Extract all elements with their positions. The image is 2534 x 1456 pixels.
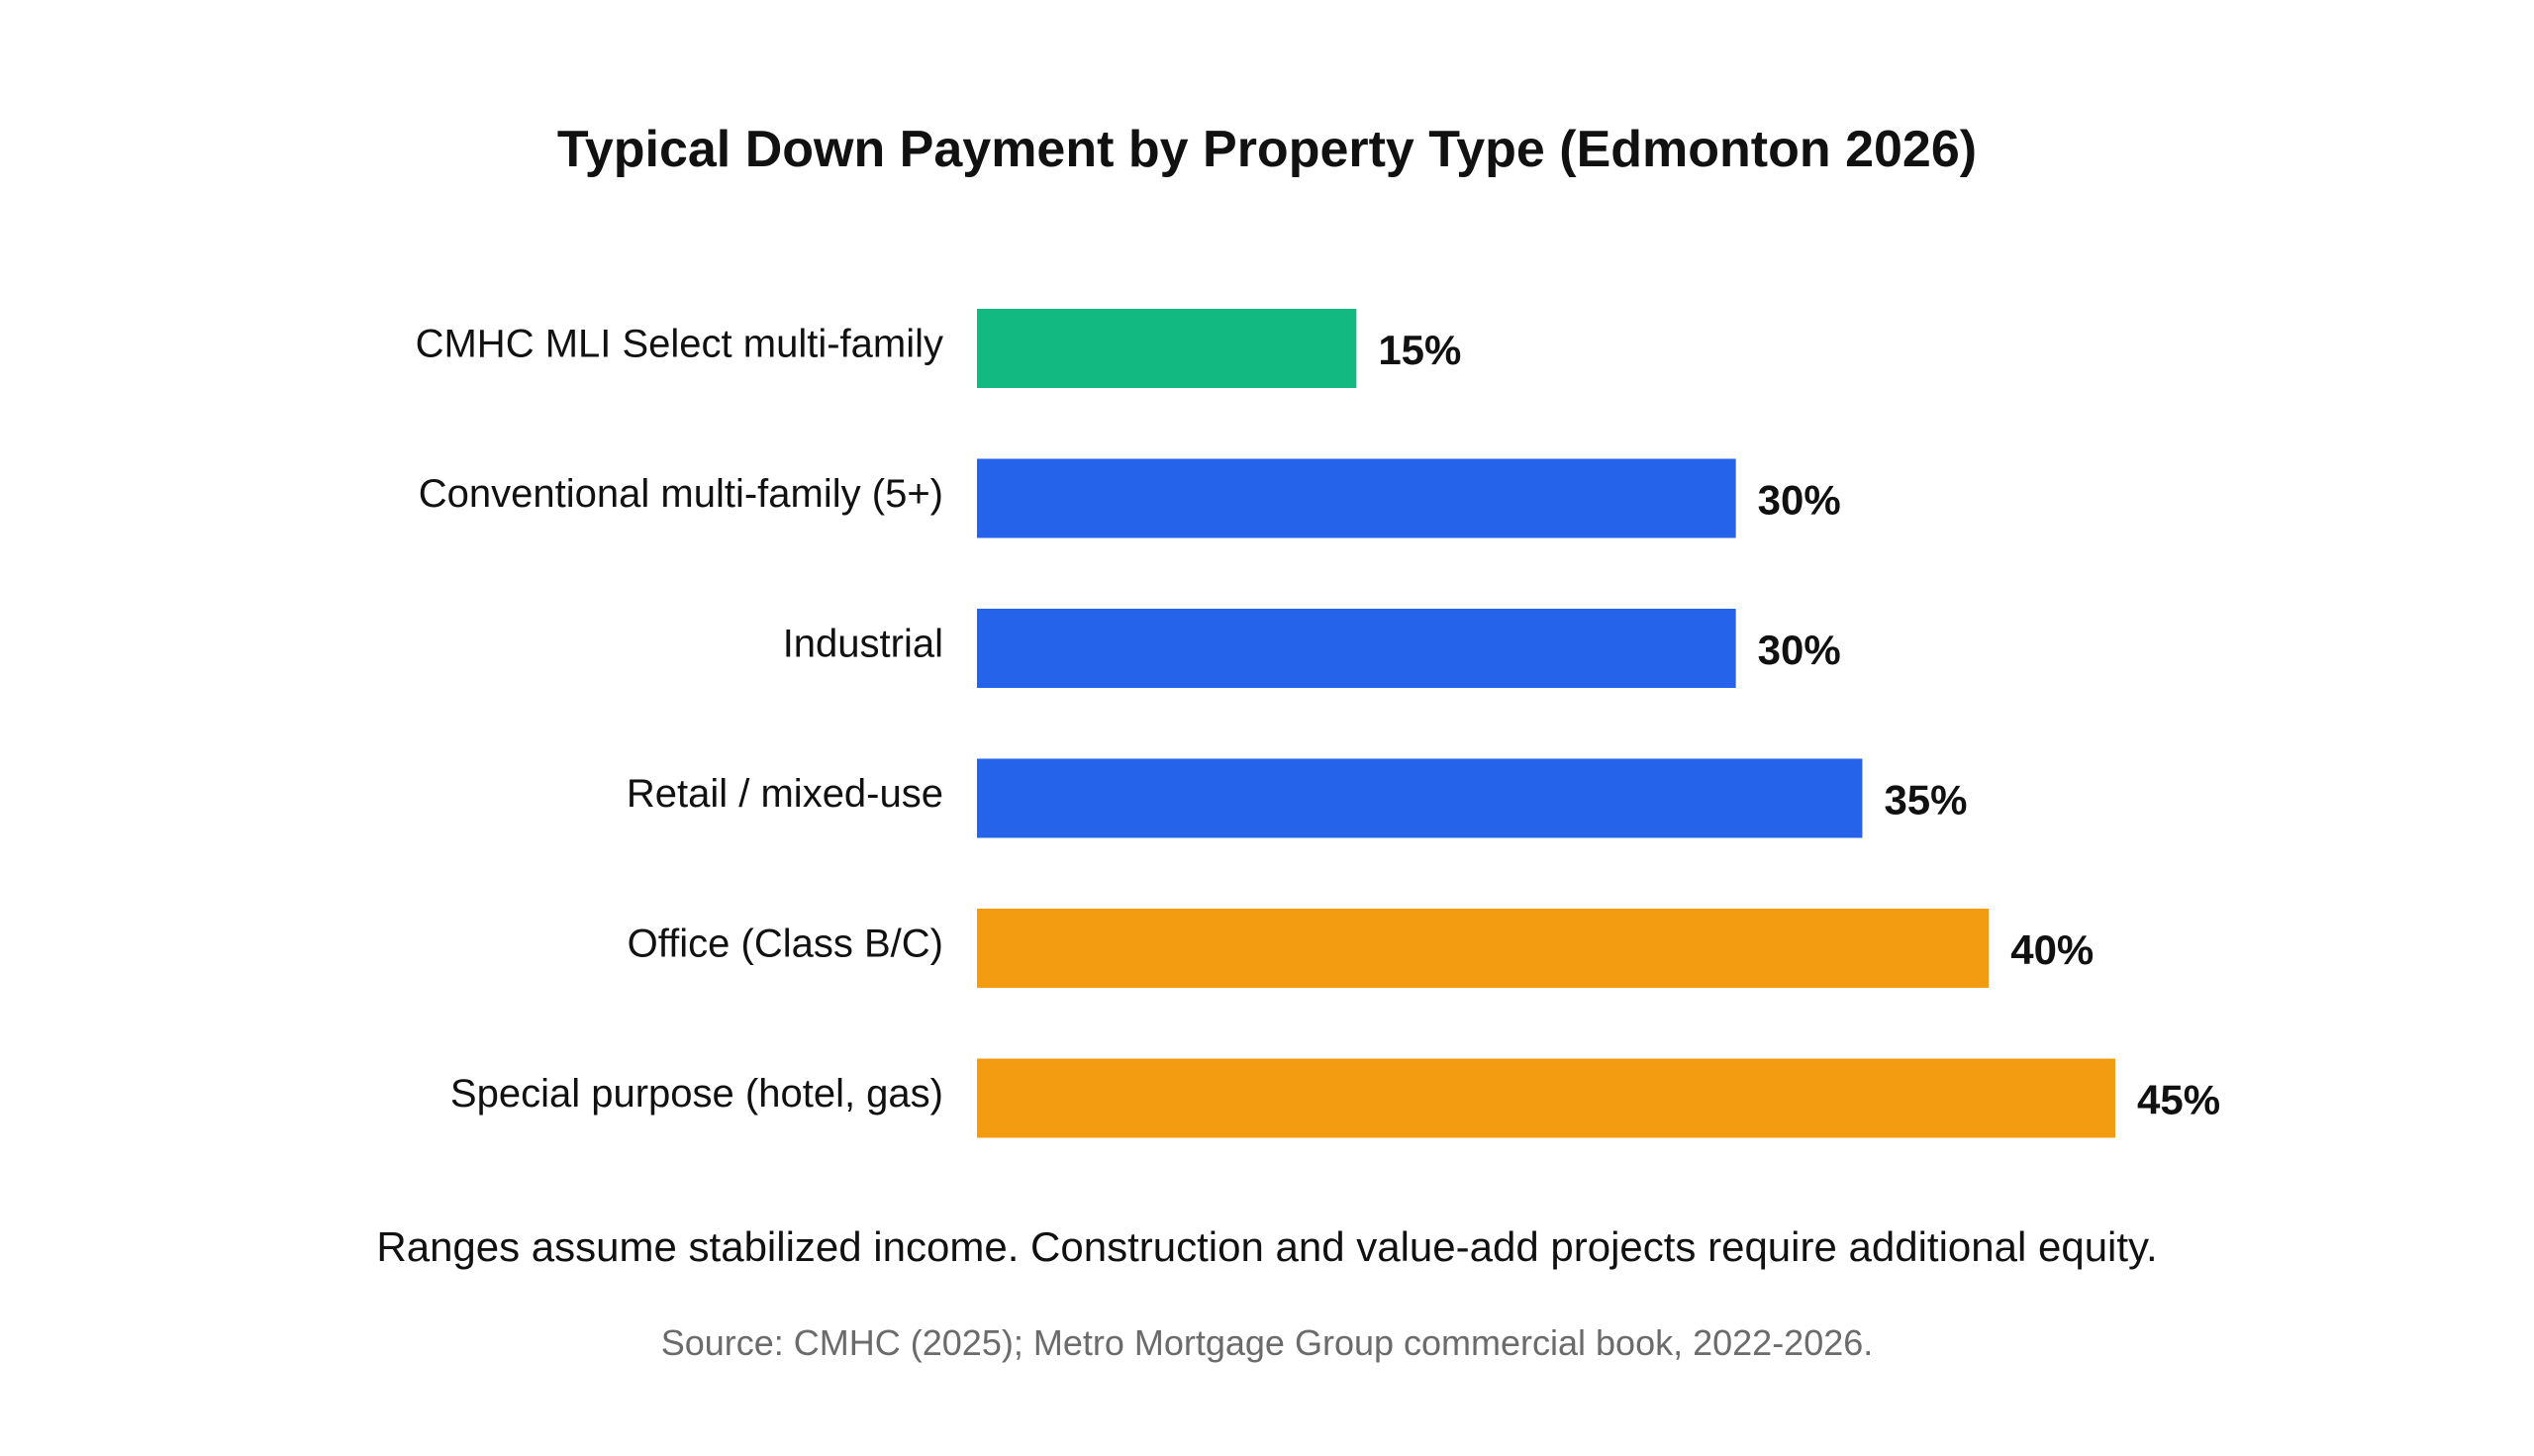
category-label: Conventional multi-family (5+) <box>419 472 943 516</box>
bar <box>977 909 1990 988</box>
bar <box>977 609 1736 688</box>
bar <box>977 309 1357 388</box>
data-label: 30% <box>1758 627 1841 673</box>
data-label: 40% <box>2010 926 2094 973</box>
data-label: 30% <box>1758 477 1841 524</box>
bar <box>977 1058 2115 1138</box>
category-label: Retail / mixed-use <box>627 772 943 816</box>
data-label: 15% <box>1378 327 1461 373</box>
data-label: 45% <box>2137 1077 2220 1123</box>
category-label: CMHC MLI Select multi-family <box>416 323 943 366</box>
chart-note: Ranges assume stabilized income. Constru… <box>376 1223 2157 1270</box>
chart-source: Source: CMHC (2025); Metro Mortgage Grou… <box>661 1322 1874 1363</box>
bar <box>977 758 1863 838</box>
category-label: Special purpose (hotel, gas) <box>450 1072 943 1116</box>
category-label: Industrial <box>783 623 943 666</box>
bars-layer: CMHC MLI Select multi-family 15% Conventio… <box>416 309 2220 1138</box>
category-label: Office (Class B/C) <box>628 922 943 966</box>
bar <box>977 458 1736 538</box>
chart-title: Typical Down Payment by Property Type (E… <box>557 121 1977 178</box>
data-label: 35% <box>1884 777 1967 824</box>
